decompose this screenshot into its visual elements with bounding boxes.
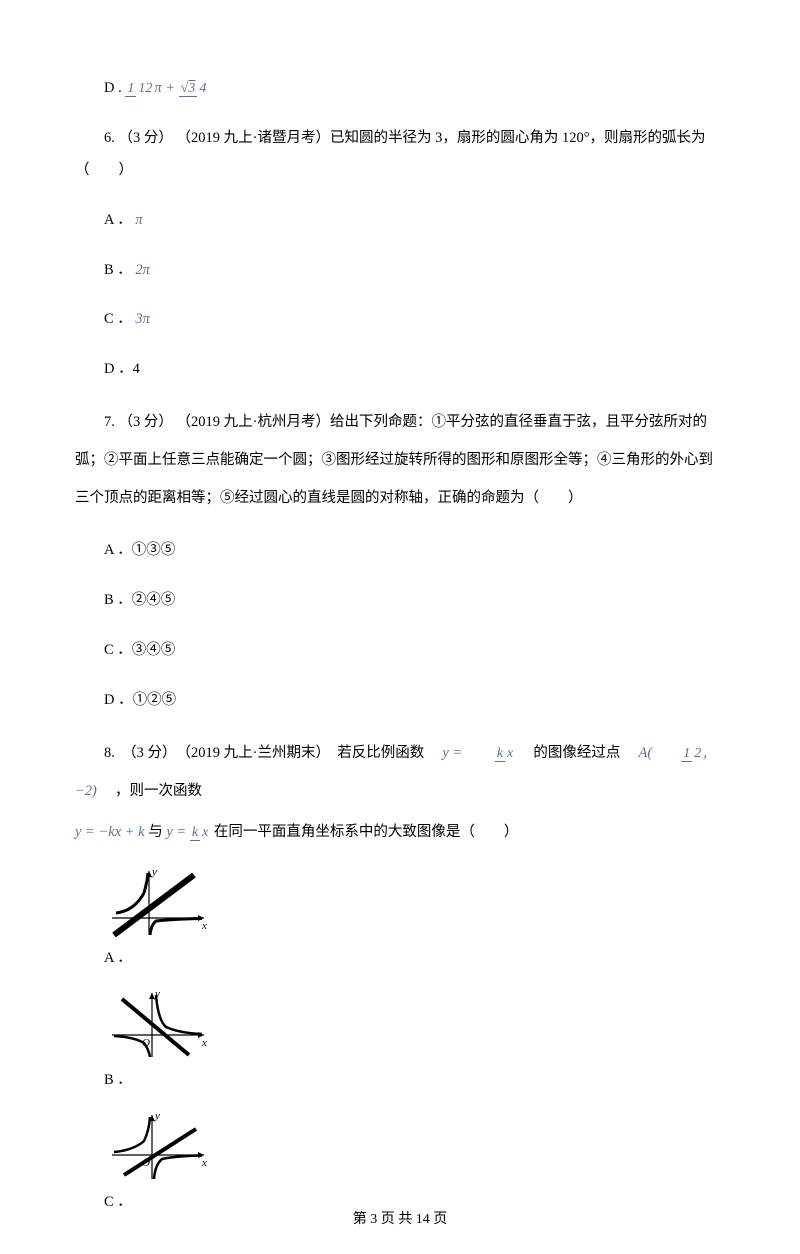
q6-b-formula: 2π xyxy=(135,262,150,278)
q7-option-d: D ．①②⑤ xyxy=(104,685,725,717)
q8-option-b: y x O B ． xyxy=(104,985,725,1097)
q8-func1-frac: kx xyxy=(466,746,515,761)
q8-option-a: y x A ． xyxy=(104,863,725,975)
q8-graph-b: y x O xyxy=(104,985,214,1065)
svg-text:x: x xyxy=(201,1037,207,1049)
q8-option-c: y x O C ． xyxy=(104,1107,725,1219)
q8-point: A( xyxy=(639,745,653,761)
q5-option-d-letter: D . xyxy=(104,80,122,96)
q8-point-frac: 12 xyxy=(652,746,703,761)
q6-c-formula: 3π xyxy=(135,311,150,327)
q7-option-c: C ．③④⑤ xyxy=(104,635,725,667)
q8-b-label: B ． xyxy=(104,1065,132,1097)
q8-a-label: A ． xyxy=(104,943,132,975)
q7-stem: 7. （3 分） （2019 九上·杭州月考）给出下列命题：①平分弦的直径垂直于… xyxy=(75,404,725,517)
q8-stem: 8. （3 分） （2019 九上·兰州期末） 若反比例函数 y = kx 的图… xyxy=(75,735,725,810)
q6-stem: 6. （3 分） （2019 九上·诸暨月考）已知圆的半径为 3，扇形的圆心角为… xyxy=(75,123,725,187)
exam-page: D . 112 π + √34 6. （3 分） （2019 九上·诸暨月考）已… xyxy=(0,0,800,1254)
q6-a-formula: π xyxy=(135,212,142,228)
q5-option-d: D . 112 π + √34 xyxy=(104,73,725,105)
q8-graph-c: y x O xyxy=(104,1107,214,1187)
q5-option-d-frac2: √34 xyxy=(179,81,209,96)
q6-option-c: C ． 3π xyxy=(104,304,725,336)
page-footer: 第 3 页 共 14 页 xyxy=(0,1205,800,1236)
q8-func3-frac: kx xyxy=(190,825,210,840)
q6-option-b: B ． 2π xyxy=(104,255,725,287)
q6-option-d: D ．4 xyxy=(104,354,725,386)
q8-graph-a: y x xyxy=(104,863,214,943)
q5-option-d-frac1: 112 xyxy=(125,81,154,96)
q8-func3: y = xyxy=(166,824,189,840)
svg-text:y: y xyxy=(151,866,157,878)
q8-t5: 在同一平面直角坐标系中的大致图像是（ ） xyxy=(214,824,519,840)
svg-text:y: y xyxy=(154,1110,160,1122)
q6-c-label: C ． xyxy=(104,311,132,327)
q6-a-label: A ． xyxy=(104,212,132,228)
q8-t2: 的图像经过点 xyxy=(519,745,635,761)
q8-t3: ，则一次函数 xyxy=(101,783,203,799)
q8-stem-line2: y = −kx + k 与 y = kx 在同一平面直角坐标系中的大致图像是（ … xyxy=(75,817,725,849)
q6-d-label: D ．4 xyxy=(104,361,140,377)
q6-option-a: A ． π xyxy=(104,205,725,237)
q8-func2: y = −kx + k xyxy=(75,824,145,840)
svg-text:x: x xyxy=(201,920,207,932)
q7-option-b: B ．②④⑤ xyxy=(104,585,725,617)
q7-option-a: A ．①③⑤ xyxy=(104,535,725,567)
q8-t4: 与 xyxy=(148,824,166,840)
q8-func1: y = xyxy=(442,745,465,761)
svg-text:x: x xyxy=(201,1157,207,1169)
q5-option-d-pi-plus: π + xyxy=(154,80,178,96)
q6-b-label: B ． xyxy=(104,262,132,278)
q8-t1: 8. （3 分） （2019 九上·兰州期末） 若反比例函数 xyxy=(104,745,439,761)
